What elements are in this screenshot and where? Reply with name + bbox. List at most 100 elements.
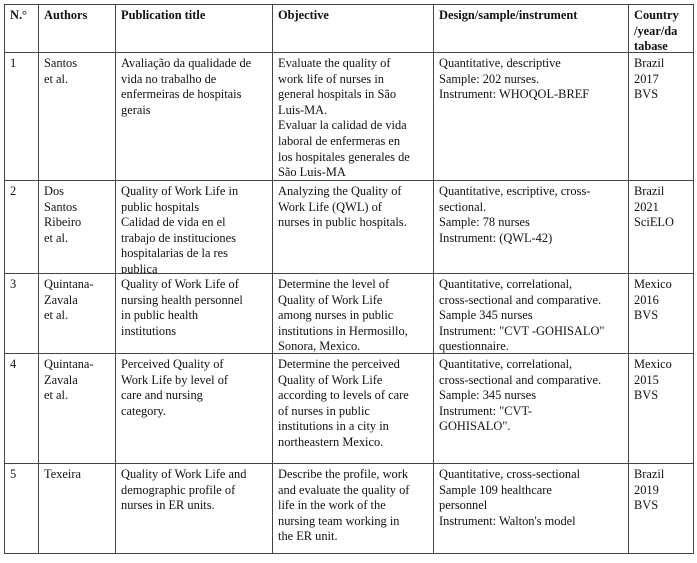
- publication-title-cell: Avaliação da qualidade de vida no trabalh…: [115, 52, 273, 181]
- cell-line: Determine the level of: [278, 277, 390, 291]
- number-cell: 4: [4, 353, 39, 464]
- cell-line: and evaluate the quality of: [278, 482, 410, 497]
- cell-line: Sample: 345 nurses: [439, 388, 537, 403]
- cell-line: among nurses in public: [278, 308, 394, 323]
- cell-line: 2019: [634, 482, 659, 497]
- cell-line: work life of nurses in: [278, 71, 384, 86]
- cell-line: vida no trabalho de: [121, 71, 217, 86]
- cell-line: personnel: [439, 498, 488, 513]
- cell-line: Quality of Work Life: [278, 372, 383, 387]
- header-objective-cell: Objective: [272, 4, 434, 53]
- cell-line: Sample 109 healthcare: [439, 482, 552, 497]
- cell-line: Design/sample/instrument: [439, 8, 578, 22]
- cell-line: 3: [10, 277, 17, 291]
- cell-line: 5: [10, 467, 17, 481]
- cell-line: hospitalarias de la res: [121, 246, 229, 261]
- cell-line: sectional.: [439, 199, 487, 214]
- cell-line: demographic profile of: [121, 482, 236, 497]
- cell-line: cross-sectional and comparative.: [439, 292, 602, 307]
- cell-line: /year/da: [634, 23, 678, 38]
- header-authors-cell: Authors: [38, 4, 116, 53]
- cell-line: N.°: [10, 8, 28, 22]
- cell-line: Quintana-: [44, 277, 94, 291]
- cell-line: Work Life by level of: [121, 372, 229, 387]
- cell-line: Mexico: [634, 357, 672, 371]
- authors-cell: Texeira: [38, 463, 116, 554]
- cell-line: tabase: [634, 39, 668, 53]
- cell-line: et al.: [44, 388, 69, 403]
- cell-line: Instrument: "CVT-: [439, 403, 533, 418]
- cell-line: institutions: [121, 323, 177, 338]
- cell-line: Dos: [44, 184, 64, 198]
- cell-line: publica: [121, 261, 158, 274]
- cell-line: care and nursing: [121, 388, 203, 403]
- design-cell: Quantitative, escriptive, cross-sectiona…: [433, 180, 629, 274]
- cell-line: institutions in Hermosillo,: [278, 323, 408, 338]
- cell-line: Quality of Work Life: [278, 292, 383, 307]
- cell-line: Luis-MA.: [278, 102, 328, 117]
- cell-line: Zavala: [44, 372, 78, 387]
- cell-line: public hospitals: [121, 199, 200, 214]
- cell-line: Quality of Work Life of: [121, 277, 239, 291]
- cell-line: Quality of Work Life and: [121, 467, 247, 481]
- authors-cell: Quintana- Zavala et al.: [38, 273, 116, 354]
- cell-line: SciELO: [634, 215, 674, 230]
- country-year-database-cell: Mexico 2015 BVS: [628, 353, 694, 464]
- authors-cell: Dos Santos Ribeiro et al.: [38, 180, 116, 274]
- cell-line: life in the work of the: [278, 498, 386, 513]
- publication-title-cell: Quality of Work Life and demographic prof…: [115, 463, 273, 554]
- publication-title-cell: Quality of Work Life of nursing health pe…: [115, 273, 273, 354]
- cell-line: Santos: [44, 199, 78, 214]
- number-cell: 1: [4, 52, 39, 181]
- cell-line: Sample: 202 nurses.: [439, 71, 540, 86]
- cell-line: Objective: [278, 8, 329, 22]
- cell-line: 2015: [634, 372, 659, 387]
- cell-line: the ER unit.: [278, 529, 338, 544]
- cell-line: 2021: [634, 199, 659, 214]
- publication-title-cell: Perceived Quality of Work Life by level o…: [115, 353, 273, 464]
- cell-line: Ribeiro: [44, 215, 82, 230]
- header-number-cell: N.°: [4, 4, 39, 53]
- cell-line: 2017: [634, 71, 659, 86]
- cell-line: cross-sectional and comparative.: [439, 372, 602, 387]
- cell-line: general hospitals in São: [278, 87, 397, 102]
- cell-line: Brazil: [634, 467, 665, 481]
- cell-line: Instrument: (QWL-42): [439, 230, 553, 245]
- cell-line: category.: [121, 403, 166, 418]
- cell-line: Sample 345 nurses: [439, 308, 533, 323]
- objective-cell: Evaluate the quality of work life of nurs…: [272, 52, 434, 181]
- header-publication-title-cell: Publication title: [115, 4, 273, 53]
- cell-line: institutions in a city in: [278, 419, 389, 434]
- cell-line: Brazil: [634, 184, 665, 198]
- cell-line: Describe the profile, work: [278, 467, 409, 481]
- cell-line: Quantitative, descriptive: [439, 56, 561, 70]
- cell-line: trabajo de instituciones: [121, 230, 236, 245]
- cell-line: nursing health personnel: [121, 292, 243, 307]
- publication-title-cell: Quality of Work Life in public hospitals C…: [115, 180, 273, 274]
- cell-line: Brazil: [634, 56, 665, 70]
- cell-line: Mexico: [634, 277, 672, 291]
- number-cell: 2: [4, 180, 39, 274]
- cell-line: Quantitative, escriptive, cross-: [439, 184, 591, 198]
- cell-line: BVS: [634, 308, 659, 323]
- objective-cell: Describe the profile, work and evaluate t…: [272, 463, 434, 554]
- cell-line: nursing team working in: [278, 513, 400, 528]
- cell-line: BVS: [634, 87, 659, 102]
- objective-cell: Analyzing the Quality of Work Life (QWL) …: [272, 180, 434, 274]
- cell-line: gerais: [121, 102, 151, 117]
- country-year-database-cell: Brazil 2017 BVS: [628, 52, 694, 181]
- cell-line: Country: [634, 8, 679, 22]
- authors-cell: Santos et al.: [38, 52, 116, 181]
- cell-line: São Luis-MA: [278, 165, 346, 180]
- design-cell: Quantitative, cross-sectional Sample 109 …: [433, 463, 629, 554]
- cell-line: Determine the perceived: [278, 357, 400, 371]
- cell-line: nurses in public hospitals.: [278, 215, 407, 230]
- country-year-database-cell: Brazil 2019 BVS: [628, 463, 694, 554]
- cell-line: Quantitative, correlational,: [439, 277, 573, 291]
- cell-line: BVS: [634, 388, 659, 403]
- cell-line: Avaliação da qualidade de: [121, 56, 252, 70]
- cell-line: Instrument: WHOQOL-BREF: [439, 87, 590, 102]
- cell-line: laboral de enfermeras en: [278, 133, 401, 148]
- design-cell: Quantitative, correlational, cross-sectio…: [433, 273, 629, 354]
